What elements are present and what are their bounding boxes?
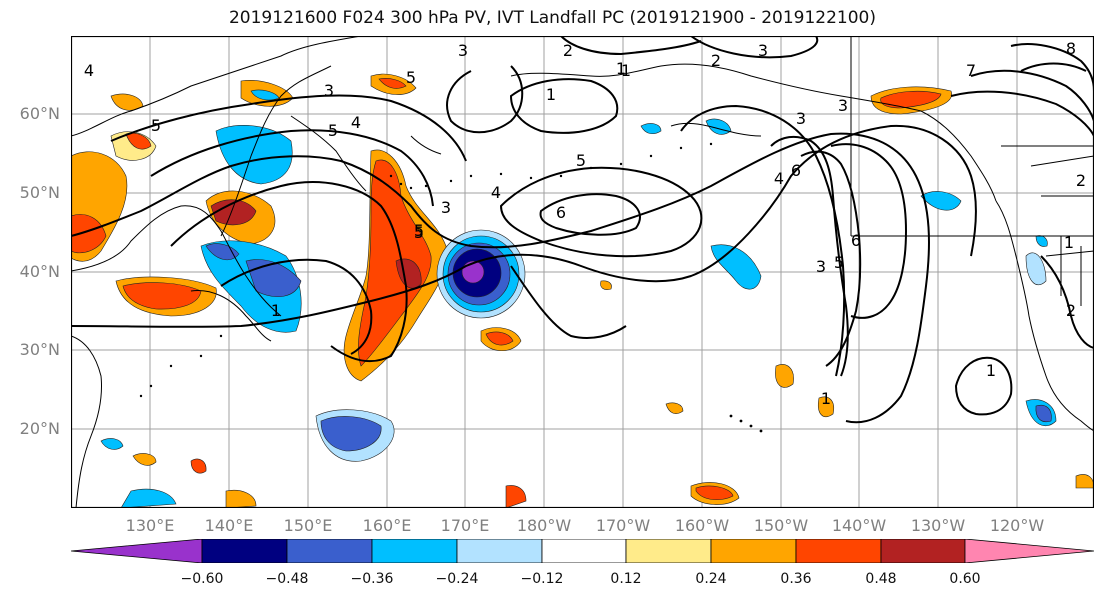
colorbar-cell bbox=[710, 539, 797, 563]
colorbar-tick: −0.36 bbox=[350, 571, 394, 587]
lon-label: 160°E bbox=[362, 516, 412, 535]
contour-label: 1 bbox=[616, 59, 626, 78]
colorbar-tick: 0.36 bbox=[780, 571, 812, 587]
lat-label: 50°N bbox=[19, 183, 60, 202]
map-frame bbox=[71, 36, 1094, 508]
contour-label: 2 bbox=[1066, 301, 1076, 320]
lat-label: 40°N bbox=[19, 262, 60, 281]
contour-label: 1 bbox=[546, 85, 556, 104]
colorbar-tick: −0.48 bbox=[265, 571, 309, 587]
colorbar-cell bbox=[371, 539, 458, 563]
colorbar-cell bbox=[625, 539, 712, 563]
colorbar-tick: 0.12 bbox=[610, 571, 642, 587]
contour-label: 3 bbox=[458, 41, 468, 60]
figure-title: 2019121600 F024 300 hPa PV, IVT Landfall… bbox=[228, 8, 876, 28]
lon-label: 150°E bbox=[283, 516, 333, 535]
colorbar-extend-high bbox=[964, 539, 1094, 563]
lon-label: 130°E bbox=[125, 516, 175, 535]
lat-label: 60°N bbox=[19, 104, 60, 123]
pv-filled-anomalies bbox=[71, 73, 1094, 508]
contour-label: 3 bbox=[758, 41, 768, 60]
colorbar-extend-low bbox=[71, 539, 203, 563]
contour-label: 1 bbox=[621, 61, 631, 80]
contour-label: 1 bbox=[986, 361, 996, 380]
colorbar-cell bbox=[286, 539, 373, 563]
lon-label: 180°W bbox=[516, 516, 572, 535]
contour-label: 1 bbox=[1064, 233, 1074, 252]
colorbar-cell bbox=[795, 539, 882, 563]
contour-label: 2 bbox=[1076, 171, 1086, 190]
contour-label: 4 bbox=[774, 169, 784, 188]
colorbar bbox=[71, 539, 1094, 563]
contour-label: 3 bbox=[838, 96, 848, 115]
contour-labels: 4 5 3 5 4 3 5 5 3 2 3 1 2 1 5 6 4 3 5 3 … bbox=[84, 39, 1086, 408]
contour-label: 8 bbox=[1066, 39, 1076, 58]
lon-label: 170°W bbox=[595, 516, 651, 535]
colorbar-tick: 0.24 bbox=[695, 571, 727, 587]
colorbar-tick: 0.48 bbox=[865, 571, 897, 587]
coastlines bbox=[71, 36, 1094, 508]
colorbar-cell bbox=[880, 539, 966, 563]
contour-label: 2 bbox=[563, 41, 573, 60]
contour-label: 4 bbox=[84, 61, 94, 80]
contour-label: 6 bbox=[851, 231, 861, 250]
contour-label: 1 bbox=[271, 301, 281, 320]
contour-label: 5 bbox=[834, 253, 844, 272]
lat-label: 30°N bbox=[19, 340, 60, 359]
lon-label: 160°W bbox=[674, 516, 730, 535]
lon-label: 140°W bbox=[831, 516, 887, 535]
contour-label: 5 bbox=[406, 68, 416, 87]
contour-label: 4 bbox=[351, 113, 361, 132]
lon-label: 120°W bbox=[989, 516, 1045, 535]
colorbar-tick: 0.60 bbox=[949, 571, 981, 587]
colorbar-cell bbox=[456, 539, 543, 563]
contour-label: 6 bbox=[791, 161, 801, 180]
contour-label: 1 bbox=[821, 389, 831, 408]
map-panel: 4 5 3 5 4 3 5 5 3 2 3 1 2 1 5 6 4 3 5 3 … bbox=[71, 36, 1094, 508]
lon-label: 170°E bbox=[440, 516, 490, 535]
contour-label: 5 bbox=[328, 121, 338, 140]
colorbar-cell bbox=[541, 539, 627, 563]
contour-label: 6 bbox=[556, 203, 566, 222]
colorbar-tick: −0.24 bbox=[435, 571, 479, 587]
lat-label: 20°N bbox=[19, 419, 60, 438]
contour-label: 3 bbox=[816, 257, 826, 276]
contour-label: 4 bbox=[491, 183, 501, 202]
lon-label: 150°W bbox=[753, 516, 809, 535]
lon-label: 130°W bbox=[910, 516, 966, 535]
contour-label: 7 bbox=[966, 61, 976, 80]
contour-label: 5 bbox=[414, 223, 424, 242]
colorbar-cell bbox=[201, 539, 288, 563]
aleutian-islands bbox=[139, 142, 763, 433]
contour-label: 3 bbox=[441, 198, 451, 217]
lon-label: 140°E bbox=[204, 516, 254, 535]
colorbar-tick: −0.60 bbox=[180, 571, 224, 587]
ivt-contours bbox=[71, 36, 1094, 424]
contour-label: 5 bbox=[576, 151, 586, 170]
contour-label: 5 bbox=[151, 116, 161, 135]
colorbar-tick: −0.12 bbox=[520, 571, 564, 587]
contour-label: 3 bbox=[796, 109, 806, 128]
contour-label: 2 bbox=[711, 51, 721, 70]
contour-label: 5 bbox=[414, 221, 424, 240]
contour-label: 3 bbox=[324, 81, 334, 100]
